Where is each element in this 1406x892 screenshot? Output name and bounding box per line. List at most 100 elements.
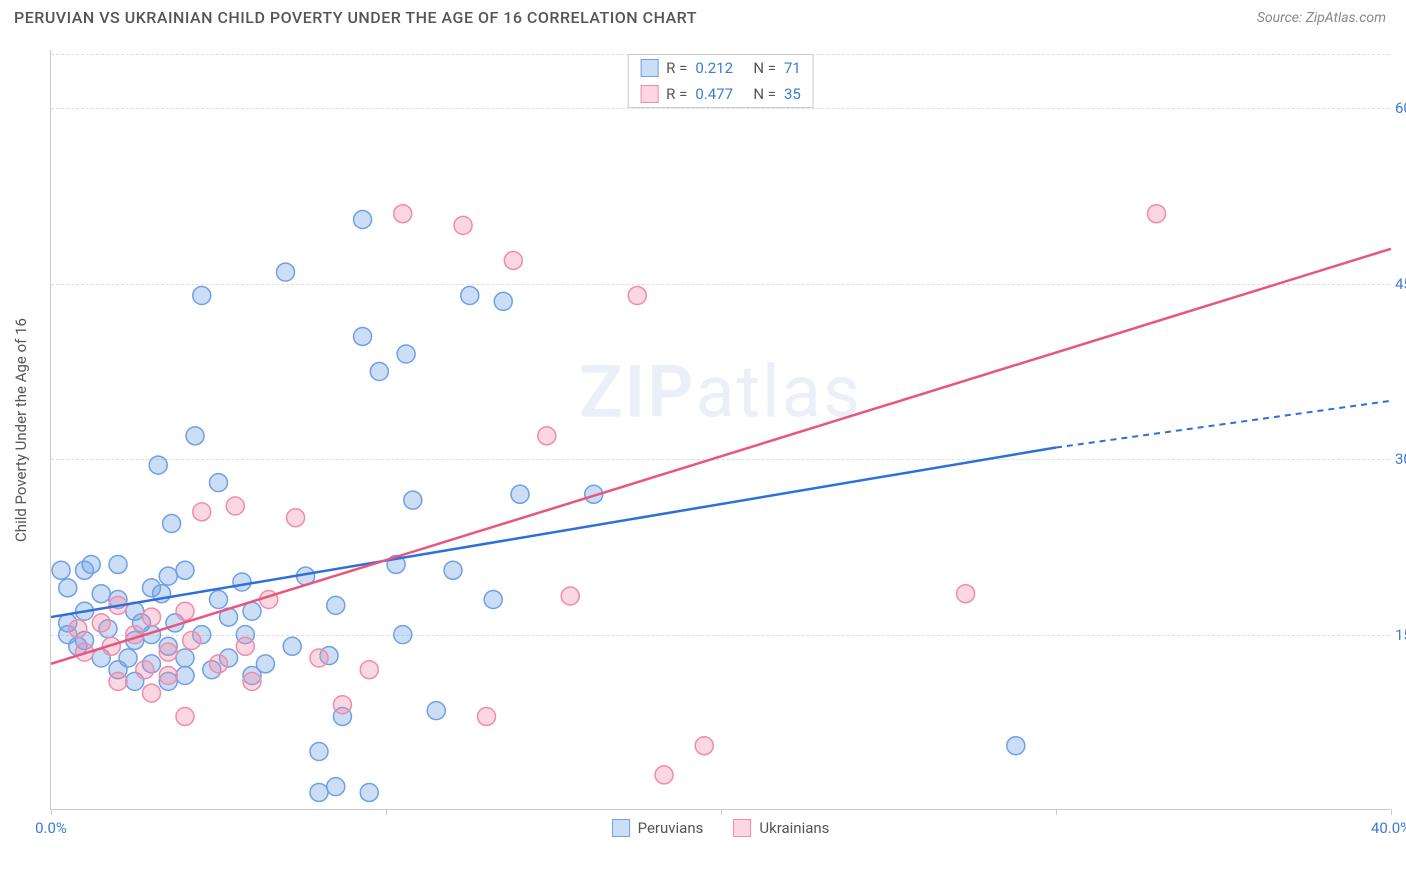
data-point: [236, 637, 254, 655]
data-point: [69, 620, 87, 638]
data-point: [494, 292, 512, 310]
data-point: [484, 591, 502, 609]
x-tick-label: 40.0%: [1371, 819, 1406, 837]
source-attribution: Source: ZipAtlas.com: [1257, 10, 1386, 26]
r-label: R =: [666, 59, 687, 77]
y-tick-label: 30.0%: [1395, 450, 1406, 468]
data-point: [109, 555, 127, 573]
x-tick: [51, 809, 52, 815]
y-tick-label: 15.0%: [1395, 626, 1406, 644]
data-point: [394, 626, 412, 644]
trend-line-ukrainians: [51, 249, 1391, 664]
data-point: [277, 263, 295, 281]
data-point: [283, 637, 301, 655]
data-point: [310, 649, 328, 667]
data-point: [504, 251, 522, 269]
legend-item-ukrainians: Ukrainians: [733, 819, 829, 837]
data-point: [92, 614, 110, 632]
legend-stats-row-ukrainians: R = 0.477 N = 35: [628, 81, 813, 107]
data-point: [149, 456, 167, 474]
x-tick: [1391, 809, 1392, 815]
data-point: [163, 515, 181, 533]
data-point: [957, 585, 975, 603]
x-tick: [1056, 809, 1057, 815]
data-point: [176, 667, 194, 685]
data-point: [159, 667, 177, 685]
data-point: [193, 287, 211, 305]
data-point: [333, 696, 351, 714]
legend-stats: R = 0.212 N = 71 R = 0.477 N = 35: [627, 54, 814, 108]
data-point: [233, 573, 251, 591]
data-point: [59, 579, 77, 597]
data-point: [461, 287, 479, 305]
data-point: [92, 585, 110, 603]
legend-swatch-ukrainians: [733, 819, 751, 837]
data-point: [186, 427, 204, 445]
trend-line-peruvians: [51, 448, 1056, 618]
n-label: N =: [753, 85, 776, 103]
data-point: [538, 427, 556, 445]
data-point: [310, 743, 328, 761]
data-point: [159, 643, 177, 661]
data-point: [226, 497, 244, 515]
data-point: [176, 602, 194, 620]
data-point: [256, 655, 274, 673]
n-value-peruvians: 71: [784, 59, 801, 77]
n-label: N =: [753, 59, 776, 77]
data-point: [511, 485, 529, 503]
data-point: [444, 561, 462, 579]
data-point: [176, 561, 194, 579]
data-point: [327, 778, 345, 796]
data-point: [695, 737, 713, 755]
legend-swatch-peruvians: [612, 819, 630, 837]
y-axis-label: Child Poverty Under the Age of 16: [12, 318, 30, 542]
data-point: [1007, 737, 1025, 755]
y-tick-label: 45.0%: [1395, 275, 1406, 293]
data-point: [327, 596, 345, 614]
x-tick: [721, 809, 722, 815]
x-tick-label: 0.0%: [35, 819, 67, 837]
data-point: [143, 608, 161, 626]
data-point: [176, 649, 194, 667]
data-point: [52, 561, 70, 579]
chart-plot-area: Child Poverty Under the Age of 16 ZIPatl…: [50, 50, 1390, 810]
r-value-peruvians: 0.212: [695, 59, 745, 77]
x-tick: [386, 809, 387, 815]
data-point: [210, 655, 228, 673]
data-point: [478, 707, 496, 725]
data-point: [1148, 205, 1166, 223]
data-point: [119, 649, 137, 667]
data-point: [628, 287, 646, 305]
chart-title: PERUVIAN VS UKRAINIAN CHILD POVERTY UNDE…: [14, 8, 697, 27]
data-point: [183, 631, 201, 649]
data-point: [655, 766, 673, 784]
data-point: [370, 363, 388, 381]
data-point: [143, 684, 161, 702]
data-point: [310, 783, 328, 801]
y-tick-label: 60.0%: [1395, 99, 1406, 117]
data-point: [210, 591, 228, 609]
legend-label-ukrainians: Ukrainians: [759, 819, 829, 837]
data-point: [136, 661, 154, 679]
r-value-ukrainians: 0.477: [695, 85, 745, 103]
legend-swatch-peruvians: [640, 59, 658, 77]
data-point: [193, 503, 211, 521]
data-point: [360, 661, 378, 679]
n-value-ukrainians: 35: [784, 85, 801, 103]
r-label: R =: [666, 85, 687, 103]
data-point: [287, 509, 305, 527]
data-point: [109, 672, 127, 690]
data-point: [243, 602, 261, 620]
data-point: [427, 702, 445, 720]
legend-stats-row-peruvians: R = 0.212 N = 71: [628, 55, 813, 81]
data-point: [176, 707, 194, 725]
legend-item-peruvians: Peruvians: [612, 819, 704, 837]
data-point: [354, 327, 372, 345]
data-point: [404, 491, 422, 509]
data-point: [243, 672, 261, 690]
legend-series: Peruvians Ukrainians: [612, 819, 830, 837]
data-point: [210, 474, 228, 492]
data-point: [159, 567, 177, 585]
legend-swatch-ukrainians: [640, 85, 658, 103]
data-point: [354, 211, 372, 229]
